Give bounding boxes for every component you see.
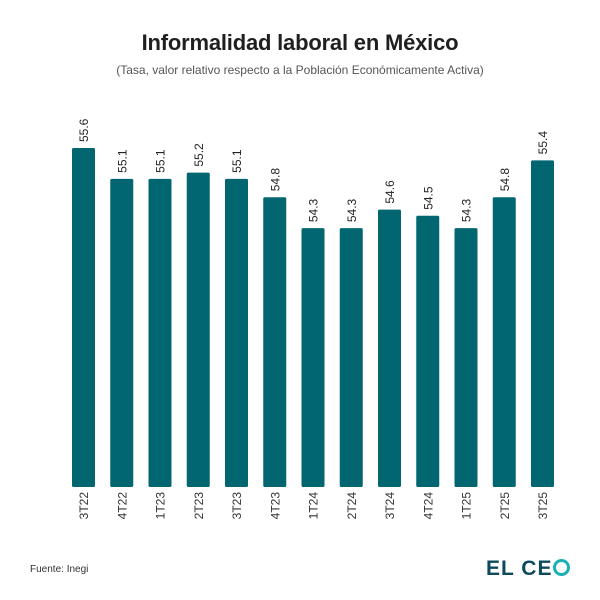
bar-3T24 [378,209,401,488]
bar-4T22 [110,178,134,487]
bar-4T24 [416,215,440,488]
tick-label-3T24: 3T24 [383,492,397,520]
tick-label-1T23: 1T23 [154,492,168,520]
bar-3T23 [225,178,248,487]
tick-label-3T25: 3T25 [536,492,550,520]
data-label-4T22: 55.1 [115,149,129,173]
tick-label-4T23: 4T23 [268,492,282,520]
tick-label-2T24: 2T24 [345,492,359,520]
data-label-4T24: 54.5 [421,186,435,210]
brand-logo: EL CE [486,557,571,581]
data-label-1T25: 54.3 [460,198,474,222]
tick-label-3T22: 3T22 [77,492,91,520]
data-label-3T25: 55.4 [536,131,550,155]
data-label-3T22: 55.6 [77,118,91,142]
tick-label-4T24: 4T24 [421,492,435,520]
tick-label-2T25: 2T25 [498,492,512,520]
data-label-1T23: 55.1 [154,149,168,173]
bar-2T24 [339,228,363,488]
bar-1T23 [148,178,172,487]
bar-1T25 [454,228,478,488]
tick-label-2T23: 2T23 [192,492,206,520]
data-label-1T24: 54.3 [307,198,321,222]
tick-label-1T25: 1T25 [460,492,474,520]
chart-title: Informalidad laboral en México [141,30,459,55]
chart-subtitle: (Tasa, valor relativo respecto a la Pobl… [116,63,484,77]
bar-2T23 [186,172,210,487]
data-label-2T23: 55.2 [192,143,206,167]
bar-3T25 [531,160,554,487]
bar-2T25 [492,197,516,488]
data-label-4T23: 54.8 [268,168,282,192]
tick-label-4T22: 4T22 [115,492,129,520]
logo-o-ring [553,559,571,576]
bar-4T23 [263,197,287,488]
bar-3T22 [72,148,95,487]
bar-1T24 [301,228,325,488]
tick-label-3T23: 3T23 [230,492,244,520]
data-label-2T25: 54.8 [498,168,512,192]
logo-text: EL CE [486,557,553,580]
data-label-2T24: 54.3 [345,198,359,222]
source-note: Fuente: Inegi [30,564,89,575]
data-label-3T23: 55.1 [230,149,244,173]
tick-label-1T24: 1T24 [307,492,321,520]
data-label-3T24: 54.6 [383,180,397,204]
